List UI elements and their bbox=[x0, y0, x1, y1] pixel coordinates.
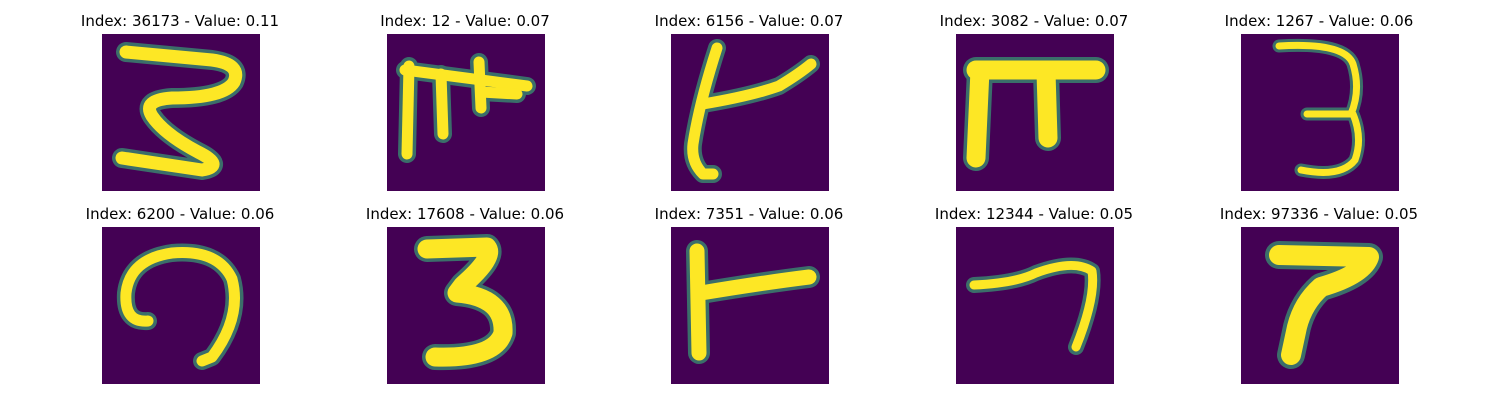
digit-image bbox=[102, 34, 260, 191]
digit-image bbox=[387, 227, 545, 384]
digit-image bbox=[1241, 227, 1399, 384]
digit-image bbox=[956, 227, 1114, 384]
glyph-k bbox=[683, 39, 820, 183]
glyph-3-bold bbox=[414, 234, 517, 371]
image-title: Index: 6200 - Value: 0.06 bbox=[85, 205, 275, 223]
image-title: Index: 17608 - Value: 0.06 bbox=[365, 205, 565, 223]
image-title: Index: 1267 - Value: 0.06 bbox=[1224, 12, 1414, 30]
digit-image bbox=[387, 34, 545, 191]
glyph-3-thin bbox=[1272, 38, 1365, 179]
image-title: Index: 7351 - Value: 0.06 bbox=[654, 205, 844, 223]
image-title: Index: 3082 - Value: 0.07 bbox=[939, 12, 1129, 30]
glyph-pi bbox=[963, 57, 1109, 171]
glyph-p bbox=[1265, 241, 1383, 369]
glyph-s3 bbox=[112, 42, 246, 180]
image-title: Index: 36173 - Value: 0.11 bbox=[80, 12, 280, 30]
image-title: Index: 12 - Value: 0.07 bbox=[380, 12, 550, 30]
glyph-r bbox=[686, 240, 820, 364]
digit-image bbox=[1241, 34, 1399, 191]
glyph-loop bbox=[116, 243, 244, 370]
digit-image bbox=[671, 227, 829, 384]
digit-image bbox=[671, 34, 829, 191]
image-title: Index: 12344 - Value: 0.05 bbox=[934, 205, 1134, 223]
digit-image bbox=[956, 34, 1114, 191]
image-title: Index: 6156 - Value: 0.07 bbox=[654, 12, 844, 30]
image-title: Index: 97336 - Value: 0.05 bbox=[1219, 205, 1419, 223]
glyph-pi-cross bbox=[396, 53, 536, 163]
digit-image bbox=[102, 227, 260, 384]
glyph-7 bbox=[966, 257, 1101, 355]
